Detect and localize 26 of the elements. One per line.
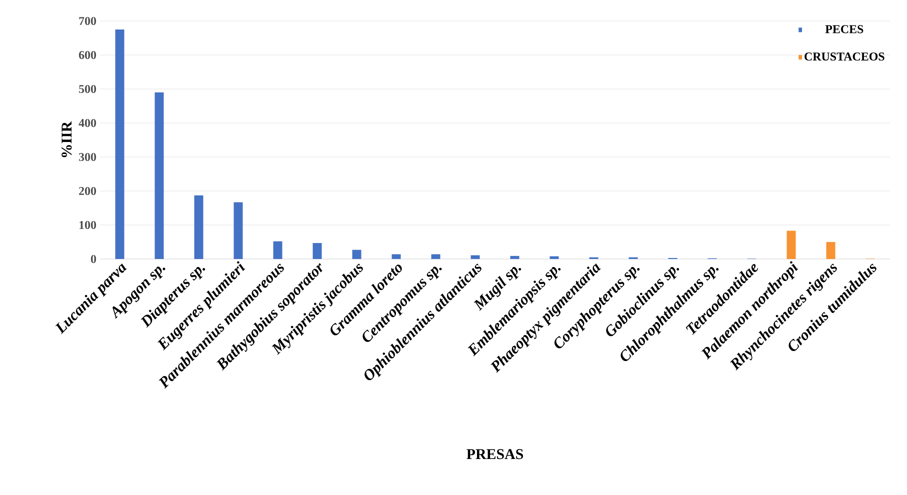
bar	[154, 92, 164, 259]
y-tick-label: 100	[80, 220, 96, 230]
x-axis-title: PRESAS	[466, 449, 524, 460]
y-axis-title: %IIR	[62, 121, 72, 158]
legend-label: CRUSTACEOS	[804, 52, 884, 61]
bar	[826, 242, 836, 259]
bar	[115, 30, 124, 259]
y-tick-label: 700	[79, 16, 96, 26]
y-tick-label: 200	[79, 186, 96, 196]
y-tick-label: 0	[90, 254, 96, 264]
bar	[470, 255, 480, 259]
bar	[273, 241, 282, 259]
bar	[234, 202, 243, 259]
bar	[392, 254, 401, 259]
y-tick-label: 300	[79, 152, 96, 162]
bar	[431, 254, 440, 259]
bar	[194, 195, 204, 259]
bar	[312, 243, 322, 259]
y-tick-label: 500	[79, 84, 96, 94]
legend-label: PECES	[825, 25, 864, 34]
bar	[550, 256, 559, 259]
bar	[786, 230, 796, 259]
bar	[510, 256, 520, 259]
y-tick-label: 600	[78, 50, 96, 60]
bar	[352, 250, 362, 259]
y-tick-label: 400	[78, 118, 96, 128]
